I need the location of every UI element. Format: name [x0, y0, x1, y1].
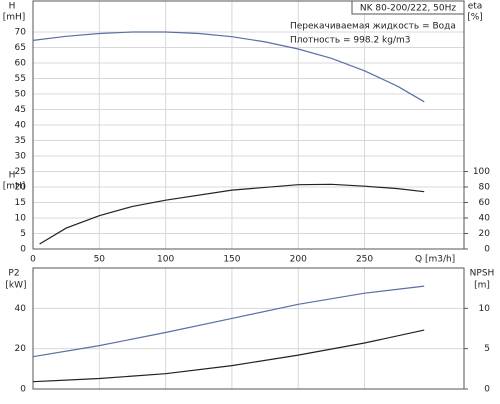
y-tick-label: 20 — [15, 344, 27, 354]
y-tick-label: 20 — [15, 183, 27, 193]
y2-tick-label: 100 — [473, 167, 490, 177]
y-tick-label: 40 — [15, 121, 27, 131]
y2-tick-label: 10 — [479, 304, 491, 314]
y-axis-label: P2 — [8, 269, 19, 279]
grids — [32, 1, 464, 390]
y2-tick-label: 5 — [484, 344, 490, 354]
curve — [32, 31, 425, 103]
x-tick-label: 50 — [94, 255, 106, 265]
y-tick-label: 5 — [20, 229, 26, 239]
y-tick-label: 50 — [15, 90, 27, 100]
plot-frame — [32, 0, 465, 250]
chart-title: NK 80-200/222, 50Hz — [360, 4, 457, 14]
y-axis-unit: [kW] — [5, 281, 26, 291]
y2-tick-label: 80 — [479, 183, 491, 193]
y-tick-label: 0 — [20, 385, 26, 395]
y-tick-label: 15 — [15, 198, 26, 208]
x-axis-label: Q [m3/h] — [415, 255, 455, 265]
x-tick-label: 200 — [290, 255, 307, 265]
y-tick-label: 0 — [20, 245, 26, 255]
y-axis-unit: [mH] — [3, 182, 26, 192]
y-axis-label: H — [9, 171, 16, 181]
annotation: Перекачиваемая жидкость = Вода — [290, 22, 456, 32]
y-tick-label: 60 — [15, 59, 27, 69]
y-axis-label: H — [9, 2, 16, 12]
y-tick-label: 10 — [15, 214, 27, 224]
y2-axis-label: eta — [468, 2, 483, 12]
x-tick-label: 100 — [157, 255, 174, 265]
y-tick-label: 65 — [15, 43, 26, 53]
x-tick-label: 150 — [223, 255, 240, 265]
plot-frame — [32, 267, 465, 390]
y-tick-label: 70 — [15, 28, 27, 38]
title-box — [351, 0, 465, 15]
annotation: Плотность = 998.2 kg/m3 — [290, 36, 411, 46]
y-tick-label: 55 — [15, 74, 26, 84]
y-axis-unit: [mH] — [3, 13, 26, 23]
x-tick-label: 0 — [30, 255, 36, 265]
y-tick-label: 35 — [15, 136, 26, 146]
x-tick-label: 250 — [356, 255, 373, 265]
y2-tick-label: 0 — [484, 245, 490, 255]
y2-axis-unit: [%] — [467, 13, 483, 23]
curve — [39, 183, 425, 245]
y-tick-label: 25 — [15, 167, 26, 177]
y2-tick-label: 20 — [479, 229, 491, 239]
y-tick-label: 30 — [15, 152, 27, 162]
y-tick-label: 45 — [15, 105, 26, 115]
y-tick-label: 40 — [15, 304, 27, 314]
y2-axis-unit: [m] — [474, 281, 490, 291]
curve — [32, 285, 425, 358]
y2-axis-label: NPSH — [470, 269, 495, 279]
y2-tick-label: 60 — [479, 198, 491, 208]
y2-tick-label: 40 — [479, 214, 491, 224]
y2-tick-label: 0 — [484, 385, 490, 395]
curve — [32, 329, 425, 383]
